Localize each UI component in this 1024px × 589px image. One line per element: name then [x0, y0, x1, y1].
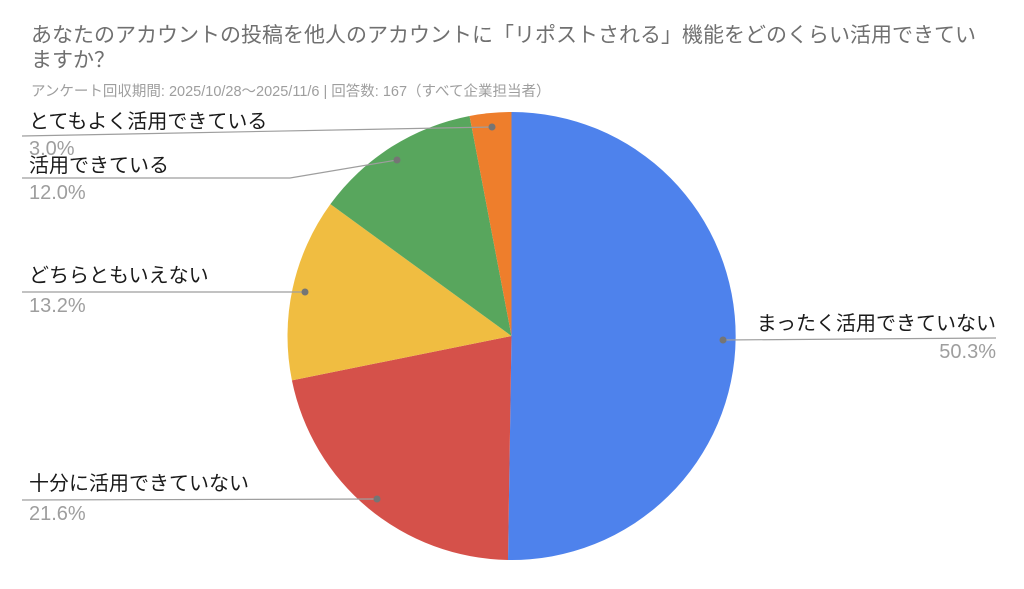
leader-dot-3 [393, 156, 401, 164]
chart-title: あなたのアカウントの投稿を他人のアカウントに「リポストされる」機能をどのくらい活… [31, 24, 976, 72]
slice-label-3: 活用できている [29, 155, 169, 177]
slice-percent-0: 50.3% [939, 341, 996, 363]
pie-slice-4[interactable] [469, 112, 512, 336]
leader-dot-1 [373, 495, 381, 503]
slice-percent-2: 13.2% [29, 295, 86, 317]
pie-slice-3[interactable] [330, 115, 512, 337]
leader-line-1 [21, 498, 378, 501]
leader-dot-4 [488, 123, 496, 131]
leader-dot-0 [719, 336, 727, 344]
slice-label-4: とてもよく活用できている [29, 111, 268, 133]
slice-percent-3: 12.0% [29, 182, 86, 204]
leader-line-3 [22, 159, 398, 179]
slice-percent-4: 3.0% [29, 138, 75, 160]
leader-line-4 [21, 126, 493, 137]
slice-percent-1: 21.6% [29, 503, 86, 525]
leader-line-0 [722, 337, 997, 341]
slice-label-2: どちらともいえない [29, 265, 209, 287]
pie-slice-1[interactable] [291, 336, 512, 560]
slice-label-0: まったく活用できていない [756, 313, 996, 335]
slice-label-1: 十分に活用できていない [29, 473, 249, 495]
leader-dot-2 [301, 288, 309, 296]
pie-slice-2[interactable] [287, 204, 512, 381]
chart-subtitle: アンケート回収期間: 2025/10/28～2025/11/6 | 回答数: 1… [31, 84, 551, 100]
pie-slice-0[interactable] [507, 111, 736, 560]
